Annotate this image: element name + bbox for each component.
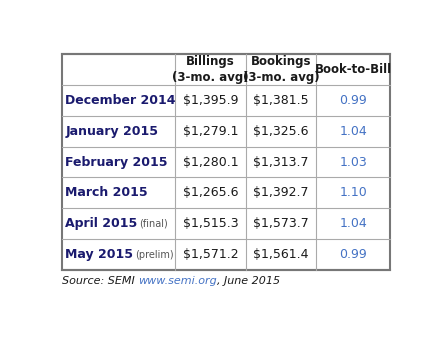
Text: $1,561.4: $1,561.4 xyxy=(253,248,309,261)
Text: 1.04: 1.04 xyxy=(339,217,367,230)
Text: $1,280.1: $1,280.1 xyxy=(183,155,238,169)
Text: , June 2015: , June 2015 xyxy=(217,276,280,286)
Text: 0.99: 0.99 xyxy=(339,248,367,261)
Text: 0.99: 0.99 xyxy=(339,94,367,107)
Text: $1,573.7: $1,573.7 xyxy=(253,217,309,230)
Text: $1,279.1: $1,279.1 xyxy=(183,125,238,138)
Text: March 2015: March 2015 xyxy=(65,187,148,199)
Text: February 2015: February 2015 xyxy=(65,155,168,169)
Text: 1.10: 1.10 xyxy=(339,187,367,199)
Text: $1,395.9: $1,395.9 xyxy=(183,94,238,107)
Text: Source: SEMI: Source: SEMI xyxy=(62,276,138,286)
Text: $1,381.5: $1,381.5 xyxy=(253,94,309,107)
Text: $1,313.7: $1,313.7 xyxy=(253,155,309,169)
Text: $1,571.2: $1,571.2 xyxy=(183,248,238,261)
Text: December 2014: December 2014 xyxy=(65,94,176,107)
Text: Bookings
(3-mo. avg): Bookings (3-mo. avg) xyxy=(243,55,319,84)
Text: (final): (final) xyxy=(139,219,168,229)
Text: Book-to-Bill: Book-to-Bill xyxy=(314,63,392,76)
Text: $1,325.6: $1,325.6 xyxy=(253,125,309,138)
Text: (prelim): (prelim) xyxy=(135,250,174,260)
Text: 1.03: 1.03 xyxy=(339,155,367,169)
Text: April 2015: April 2015 xyxy=(65,217,138,230)
Text: January 2015: January 2015 xyxy=(65,125,158,138)
Text: $1,392.7: $1,392.7 xyxy=(253,187,309,199)
Text: $1,515.3: $1,515.3 xyxy=(183,217,238,230)
Text: Billings
(3-mo. avg): Billings (3-mo. avg) xyxy=(172,55,249,84)
Text: $1,265.6: $1,265.6 xyxy=(183,187,238,199)
Text: www.semi.org: www.semi.org xyxy=(138,276,217,286)
Text: May 2015: May 2015 xyxy=(65,248,133,261)
Text: 1.04: 1.04 xyxy=(339,125,367,138)
Bar xyxy=(62,54,390,270)
